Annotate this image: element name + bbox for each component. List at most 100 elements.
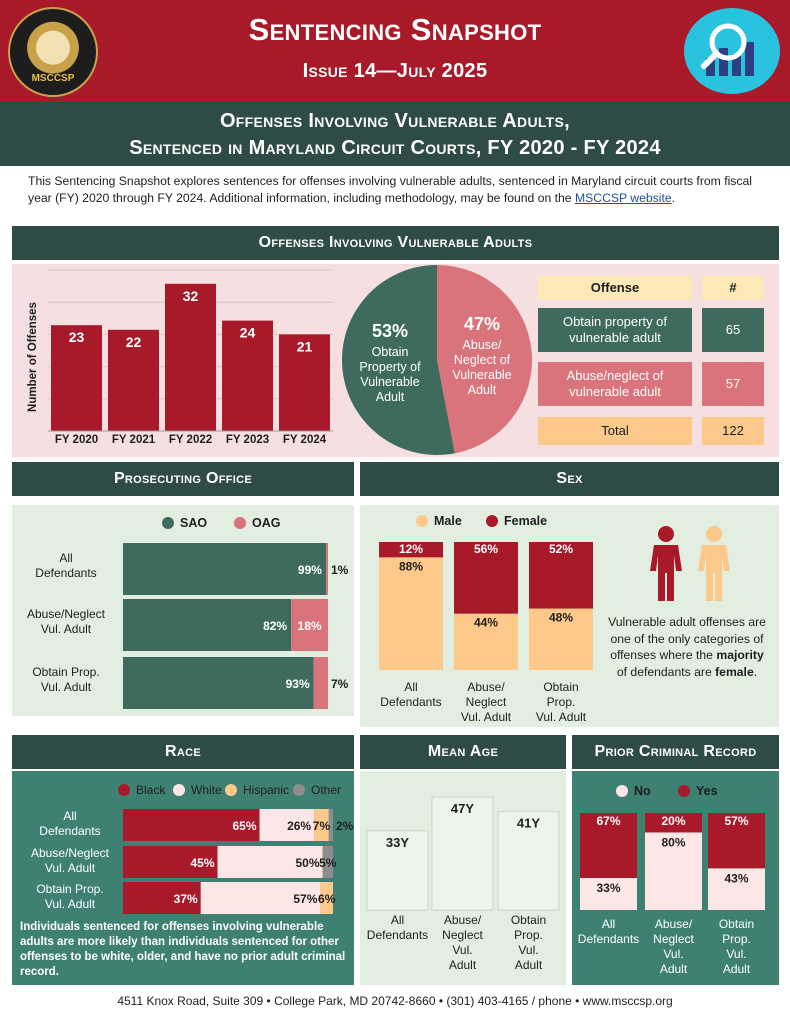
category-label: Abuse/ [467, 680, 505, 694]
data-label: 82% [263, 619, 287, 633]
category-label: All [391, 913, 404, 927]
data-label: 56% [474, 542, 498, 556]
data-label: 32 [183, 288, 199, 304]
legend-item-other: Other [293, 783, 341, 797]
bar-segment [529, 608, 593, 670]
pie-slice-label: Abuse/ [463, 338, 502, 352]
bar-segment [708, 813, 765, 869]
bar-segment [123, 657, 314, 709]
bar-segment [454, 613, 518, 670]
data-label: 88% [399, 559, 423, 573]
data-label: 7% [313, 819, 331, 833]
legend-label: Male [434, 514, 462, 528]
bar-segment [645, 813, 702, 833]
prosecuting-section-heading: Prosecuting Office [12, 462, 354, 496]
pie-slice-label: Obtain [372, 345, 409, 359]
category-label: Obtain Prop. [32, 665, 99, 679]
magnifier-chart-icon [684, 8, 780, 94]
legend-label: Female [504, 514, 548, 528]
legend-swatch [118, 784, 130, 796]
legend-label: Yes [696, 784, 718, 798]
data-label: 6% [318, 892, 336, 906]
prior-section-heading: Prior Criminal Record [572, 735, 779, 769]
data-label: 22 [126, 334, 142, 350]
category-label: Vul. [518, 943, 538, 957]
category-label: Neglect [466, 695, 507, 709]
bar-segment [645, 832, 702, 910]
legend-swatch [173, 784, 185, 796]
category-label: All [602, 917, 615, 931]
sex-note: Vulnerable adult offenses are one of the… [604, 614, 770, 680]
bar [279, 334, 330, 431]
pie-slice-label: Vulnerable [452, 368, 511, 382]
data-label: 44% [474, 616, 498, 630]
bar-segment [291, 599, 328, 651]
bar-segment [325, 543, 328, 595]
pie-percent-label: 47% [464, 314, 500, 334]
bar-segment [454, 542, 518, 614]
legend-item-oag: OAG [234, 516, 280, 530]
data-label: 45% [190, 856, 214, 870]
category-label: Defendants [35, 566, 96, 580]
bar-segment [314, 809, 329, 841]
offense-table-header-offense: Offense [538, 276, 692, 300]
legend-label: Black [136, 783, 166, 797]
category-label: Vul. Adult [536, 710, 587, 724]
male-person-icon [698, 526, 730, 601]
offense-table-total-count: 122 [702, 417, 764, 445]
category-label: Vul. Adult [41, 680, 92, 694]
legend-item-male: Male [416, 514, 462, 528]
legend-item-no: No [616, 784, 651, 798]
bar-segment [259, 809, 315, 841]
bar-segment [200, 882, 321, 914]
bar-segment [217, 846, 323, 878]
tick-label: FY 2021 [112, 434, 156, 446]
category-label: Vul. Adult [45, 861, 96, 875]
category-label: Vul. Adult [41, 622, 92, 636]
bar-segment [322, 846, 333, 878]
category-label: Adult [449, 958, 477, 972]
report-title-line2: Sentenced in Maryland Circuit Courts, FY… [129, 137, 661, 159]
legend-swatch [616, 785, 628, 797]
bar-segment [580, 877, 637, 910]
category-label: Adult [515, 958, 543, 972]
bar-segment [379, 542, 443, 558]
masthead: MSCCSP Sentencing Snapshot Issue 14—July… [0, 0, 790, 102]
legend-label: Hispanic [243, 783, 290, 797]
category-label: Vul. [726, 947, 746, 961]
category-label: Neglect [442, 928, 483, 942]
category-label: All [59, 551, 72, 565]
bar-segment [123, 882, 201, 914]
pie-slice-label: Adult [376, 390, 405, 404]
legend-label: OAG [252, 516, 281, 530]
report-title: Offenses Involving Vulnerable Adults, Se… [0, 102, 790, 166]
data-label: 20% [661, 814, 685, 828]
bar-segment [123, 809, 260, 841]
data-label: 43% [724, 871, 748, 885]
legend-item-hispanic: Hispanic [225, 783, 289, 797]
bar [431, 796, 494, 911]
data-label: 80% [661, 835, 685, 849]
report-title-line1: Offenses Involving Vulnerable Adults, [219, 110, 571, 132]
legend-swatch [234, 517, 246, 529]
category-label: Vul. [452, 943, 472, 957]
age-section-heading: Mean Age [360, 735, 566, 769]
bar-segment [123, 543, 326, 595]
pie-slice-label: Vulnerable [360, 375, 419, 389]
legend-item-yes: Yes [678, 784, 718, 798]
data-label: 12% [399, 542, 423, 556]
pie-slice [437, 265, 532, 454]
data-label: 48% [549, 611, 573, 625]
category-label: Adult [723, 962, 751, 976]
legend-item-white: White [173, 783, 222, 797]
legend-swatch [162, 517, 174, 529]
msccsp-website-link[interactable]: MSCCSP website [574, 190, 672, 205]
category-label: All [404, 680, 417, 694]
bar-segment [328, 809, 333, 841]
data-label: 1% [331, 563, 349, 577]
issue-label: Issue 14—July 2025 [302, 60, 488, 82]
offense-table-row-label: Abuse/neglect of vulnerable adult [538, 362, 692, 406]
tick-label: FY 2023 [226, 434, 269, 446]
offense-table-row-count: 57 [702, 362, 764, 406]
